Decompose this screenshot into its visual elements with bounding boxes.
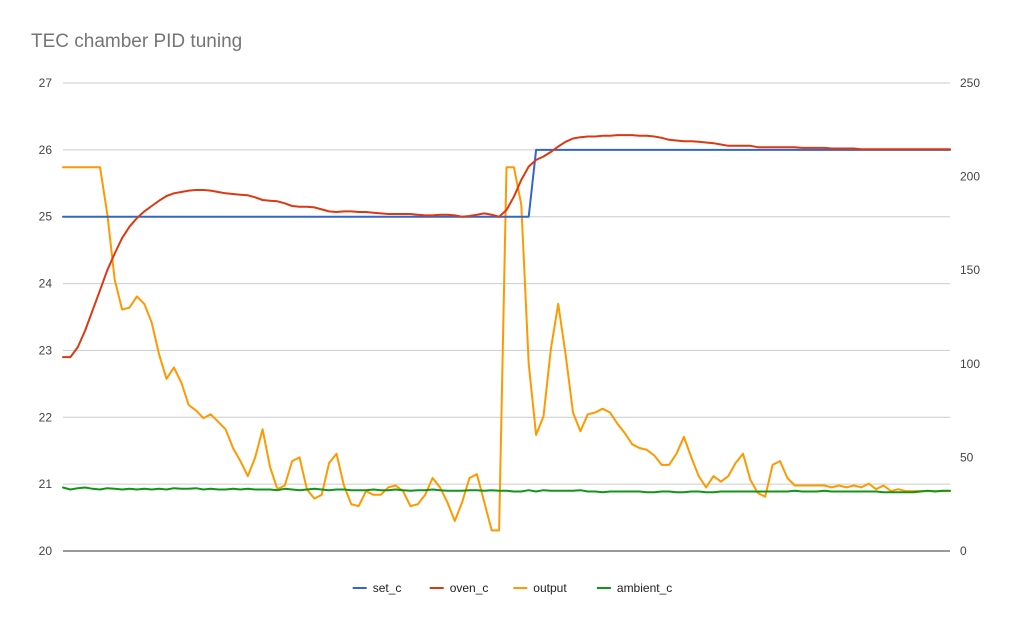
legend-item-output: output	[513, 581, 567, 595]
left-tick-label: 24	[39, 277, 53, 291]
left-tick-label: 23	[39, 343, 53, 357]
left-tick-label: 21	[39, 477, 53, 491]
legend-label: oven_c	[450, 581, 489, 595]
left-y-axis: 20 21 22 23 24 25 26 27	[39, 76, 53, 558]
legend-label: output	[533, 581, 567, 595]
legend-item-oven_c: oven_c	[429, 581, 489, 595]
left-tick-label: 22	[39, 410, 53, 424]
series-line-output	[62, 166, 951, 532]
right-tick-label: 50	[960, 450, 974, 464]
legend-label: ambient_c	[617, 581, 672, 595]
series-line-ambient_c	[62, 486, 951, 494]
series-line-set_c	[62, 148, 951, 218]
series-lines	[62, 134, 951, 532]
left-tick-label: 25	[39, 210, 53, 224]
legend-label: set_c	[373, 581, 402, 595]
right-tick-label: 250	[960, 76, 980, 90]
legend-item-set_c: set_c	[352, 581, 402, 595]
right-y-axis: 0 50 100 150 200 250	[960, 76, 980, 558]
right-tick-label: 150	[960, 263, 980, 277]
series-line-oven_c	[62, 134, 951, 359]
right-tick-label: 100	[960, 357, 980, 371]
legend-item-ambient_c: ambient_c	[596, 581, 672, 595]
left-tick-label: 26	[39, 143, 53, 157]
left-tick-label: 20	[39, 544, 53, 558]
gridlines	[63, 82, 950, 552]
right-tick-label: 200	[960, 170, 980, 184]
left-tick-label: 27	[39, 76, 53, 90]
right-tick-label: 0	[960, 544, 967, 558]
chart-title: TEC chamber PID tuning	[31, 31, 243, 52]
legend: set_c oven_c output ambient_c	[352, 581, 672, 595]
